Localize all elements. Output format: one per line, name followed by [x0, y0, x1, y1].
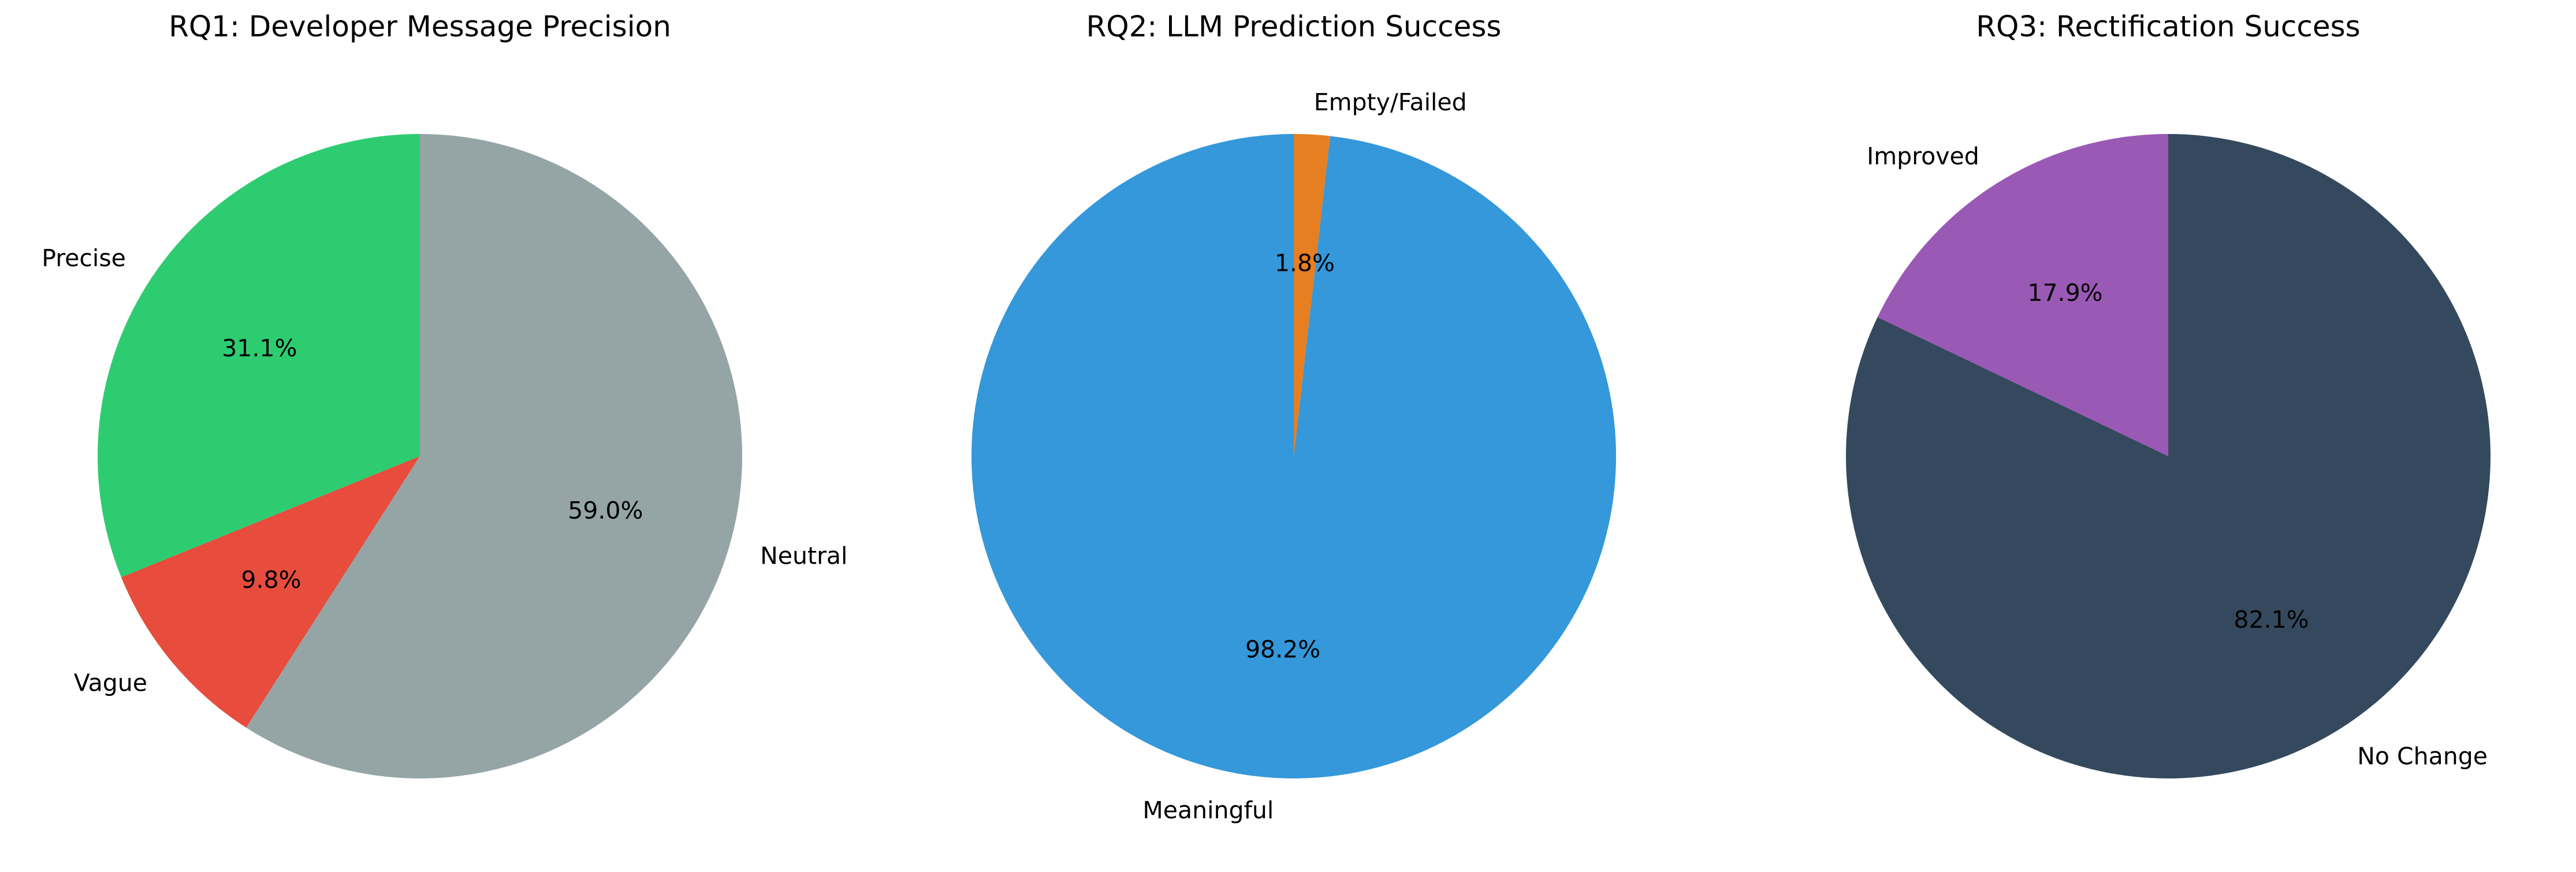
pie-slice-precise — [98, 134, 420, 577]
slice-label-no-change: No Change — [2357, 742, 2488, 770]
slice-label-meaningful: Meaningful — [1142, 796, 1274, 824]
slice-percent-empty-failed: 1.8% — [1275, 249, 1335, 277]
pie-labels: Precise 31.1% Vague 9.8% Neutral 59.0% — [42, 244, 847, 696]
pie-labels: Meaningful 98.2% Empty/Failed 1.8% — [1142, 88, 1466, 824]
slice-percent-precise: 31.1% — [222, 334, 297, 362]
slice-percent-meaningful: 98.2% — [1245, 635, 1320, 663]
chart-title: RQ2: LLM Prediction Success — [1086, 10, 1502, 43]
chart-title: RQ1: Developer Message Precision — [169, 10, 671, 43]
pie-slice-neutral — [246, 134, 742, 778]
slice-label-empty-failed: Empty/Failed — [1314, 88, 1467, 116]
slice-percent-improved: 17.9% — [2027, 279, 2102, 307]
slice-percent-vague: 9.8% — [241, 566, 301, 594]
pie-chart-rq1: RQ1: Developer Message Precision Precise… — [42, 10, 847, 778]
slice-label-precise: Precise — [42, 244, 126, 272]
pie-labels: Improved 17.9% No Change 82.1% — [1867, 143, 2488, 770]
pie-slice-empty-failed — [1294, 134, 1330, 456]
chart-title: RQ3: Rectification Success — [1976, 10, 2360, 43]
slice-percent-neutral: 59.0% — [568, 497, 643, 524]
pie-chart-rq2: RQ2: LLM Prediction Success Meaningful 98… — [971, 10, 1616, 824]
pie-chart-rq3: RQ3: Rectification Success Improved 17.9%… — [1845, 10, 2491, 778]
pie-slice-vague — [121, 456, 420, 728]
pie-slice-no-change — [1845, 134, 2491, 778]
slice-percent-no-change: 82.1% — [2233, 606, 2309, 633]
pie-slices — [971, 134, 1616, 778]
slice-label-vague: Vague — [74, 669, 147, 696]
pie-slices — [98, 134, 742, 778]
slice-label-improved: Improved — [1867, 143, 1979, 170]
pie-slices — [1845, 134, 2491, 778]
slice-label-neutral: Neutral — [760, 542, 847, 569]
pie-slice-meaningful — [971, 134, 1616, 778]
pie-slice-improved — [1877, 134, 2168, 456]
